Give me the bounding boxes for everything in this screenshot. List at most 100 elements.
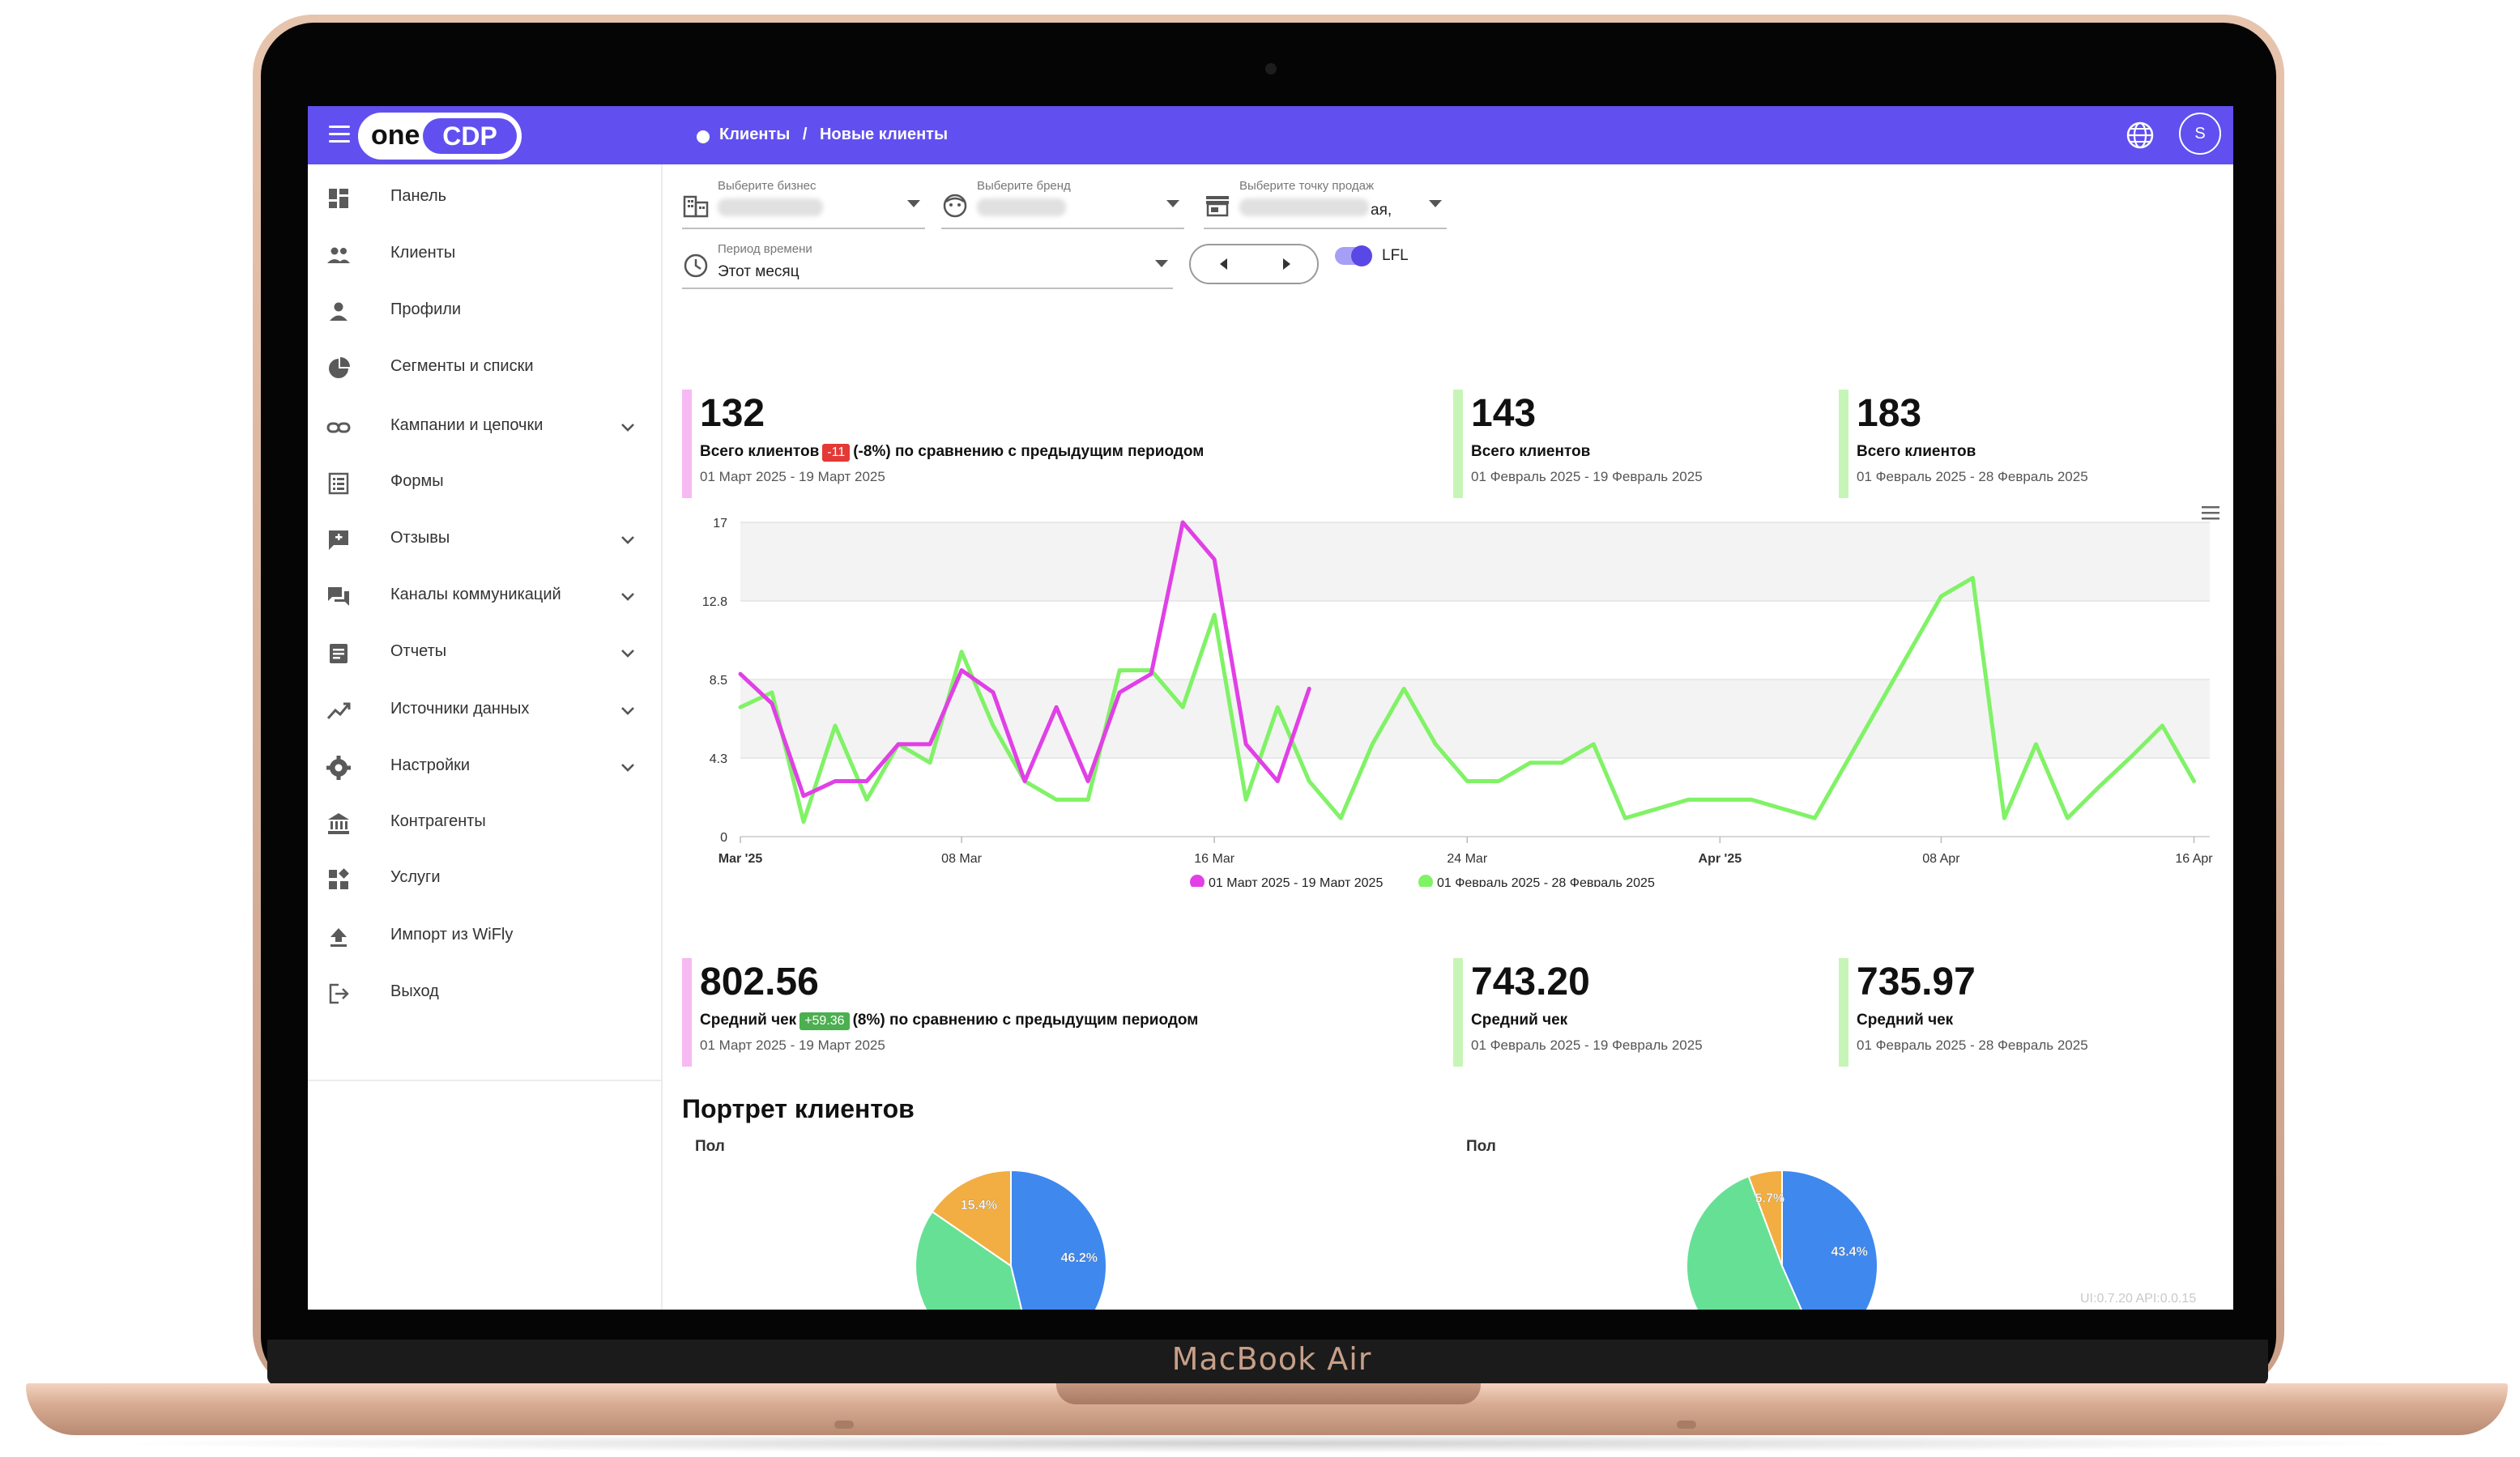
sidebar-item-label: Сегменты и списки: [390, 357, 534, 375]
business-select[interactable]: Выберите бизнес: [682, 177, 925, 229]
camera-icon: [1265, 63, 1277, 75]
sidebar-item-label: Настройки: [390, 756, 471, 774]
series-line: [738, 575, 2196, 824]
business-select-value: [718, 198, 823, 216]
store-select[interactable]: Выберите точку продаж ая,: [1204, 177, 1447, 229]
kpi-label: Средний чек +59.36 (8%) по сравнению с пре…: [700, 1012, 1198, 1030]
y-tick-label: 17: [713, 517, 727, 530]
sidebar-item[interactable]: Выход: [308, 966, 661, 1018]
pie-slice[interactable]: [1685, 1175, 1821, 1310]
dashboard-icon: [329, 189, 348, 208]
chevron-down-icon[interactable]: [619, 758, 637, 776]
period-select-value: Этот месяц: [718, 263, 799, 280]
version-label: UI:0.7.20 API:0.0.15: [2080, 1292, 2197, 1306]
sidebar-item[interactable]: Источники данных: [308, 684, 661, 735]
kpi-label: Средний чек: [1857, 1012, 1954, 1029]
sidebar-item[interactable]: Импорт из WiFly: [308, 910, 661, 961]
previous-period-icon[interactable]: [1220, 258, 1227, 270]
sidebar-item[interactable]: Отчеты: [308, 626, 661, 678]
sidebar-item-label: Источники данных: [390, 700, 530, 718]
gender-pie-chart-current: 46.2% 15.4%: [915, 1169, 1107, 1310]
sidebar-item-label: Услуги: [390, 868, 441, 886]
business-select-caption: Выберите бизнес: [718, 179, 817, 193]
store-select-value-suffix: ая,: [1371, 202, 1392, 219]
kpi-avg-check-previous-same: 743.20 Средний чек 01 Февраль 2025 - 19 …: [1453, 958, 1819, 1067]
sidebar-item[interactable]: Отзывы: [308, 513, 661, 564]
app-logo[interactable]: one CDP: [358, 113, 522, 160]
sidebar-item[interactable]: Каналы коммуникаций: [308, 569, 661, 621]
kpi-value: 143: [1471, 392, 1537, 435]
delta-badge: +59.36: [799, 1012, 850, 1030]
chevron-down-icon[interactable]: [619, 418, 637, 436]
kpi-value: 735.97: [1857, 961, 1976, 1003]
kpi-label: Всего клиентов: [1471, 443, 1591, 460]
sidebar-item-label: Импорт из WiFly: [390, 926, 514, 944]
series-line: [738, 520, 1311, 799]
bank-icon: [328, 813, 349, 834]
pie-slice[interactable]: [915, 1210, 1034, 1310]
store-icon: [1206, 196, 1229, 217]
legend-label: 01 Март 2025 - 19 Март 2025: [1209, 876, 1383, 887]
chart-menu-icon[interactable]: [2202, 505, 2221, 521]
avatar[interactable]: S: [2179, 113, 2221, 155]
period-select[interactable]: Период времени Этот месяц: [682, 237, 1173, 289]
brand-select[interactable]: Выберите бренд: [941, 177, 1184, 229]
form-icon: [328, 472, 349, 495]
link-icon: [326, 422, 351, 433]
sidebar-item[interactable]: Контрагенты: [308, 796, 661, 848]
x-tick-label: 08 Mar: [941, 852, 982, 866]
app-screen: one CDP Клиенты / Новые клиенты S Панель…: [308, 106, 2233, 1310]
pie-slice-label: 15.4%: [961, 1199, 997, 1212]
brand-select-caption: Выберите бренд: [977, 179, 1071, 193]
globe-icon[interactable]: [2126, 121, 2155, 150]
kpi-date-range: 01 Февраль 2025 - 19 Февраль 2025: [1471, 1037, 1703, 1053]
pie-slice[interactable]: [931, 1169, 1012, 1267]
sidebar-item-label: Отзывы: [390, 529, 450, 547]
lfl-label: LFL: [1382, 247, 1409, 264]
period-select-caption: Период времени: [718, 242, 812, 256]
legend-marker: [1418, 875, 1433, 887]
clients-line-chart: 0 4.3 8.5 12.8 17 Mar '25 08 Mar 16 Mar 24 Mar Ap…: [702, 517, 2213, 887]
laptop-foot: [834, 1421, 854, 1429]
sidebar-item[interactable]: Формы: [308, 456, 661, 508]
kpi-avg-check-current: 802.56 Средний чек +59.36 (8%) по сравнени…: [682, 958, 1421, 1067]
breadcrumb-item[interactable]: Клиенты: [719, 126, 791, 143]
chevron-down-icon[interactable]: [619, 530, 637, 548]
y-tick-label: 4.3: [710, 752, 727, 766]
sidebar-item[interactable]: Настройки: [308, 740, 661, 792]
kpi-label: Всего клиентов: [1857, 443, 1976, 460]
pie-slice[interactable]: [1747, 1169, 1783, 1267]
chevron-down-icon[interactable]: [619, 644, 637, 662]
breadcrumb-separator: /: [802, 126, 808, 143]
sidebar-item-label: Кампании и цепочки: [390, 416, 544, 434]
person-icon: [330, 302, 348, 321]
chevron-down-icon[interactable]: [619, 587, 637, 605]
hamburger-icon[interactable]: [329, 126, 350, 145]
pie-slice[interactable]: [1781, 1169, 1878, 1310]
kpi-total-clients-previous-same: 143 Всего клиентов 01 Февраль 2025 - 19 …: [1453, 390, 1819, 498]
sidebar-item[interactable]: Услуги: [308, 852, 661, 904]
kpi-label: Всего клиентов -11 (-8%) по сравнению с пр…: [700, 443, 1204, 462]
laptop-brand-label: MacBook Air: [1171, 1341, 1372, 1377]
widgets-icon: [329, 868, 349, 889]
kpi-delta-text: (-8%) по сравнению с предыдущим периодом: [853, 443, 1205, 460]
lfl-toggle[interactable]: [1335, 245, 1372, 266]
sidebar-item[interactable]: Кампании и цепочки: [308, 400, 661, 452]
chevron-down-icon[interactable]: [619, 701, 637, 719]
sidebar-item[interactable]: Клиенты: [308, 228, 661, 279]
logo-cdp-text: CDP: [423, 118, 517, 154]
sidebar-item[interactable]: Профили: [308, 284, 661, 336]
chart-grid-band: [740, 522, 2210, 601]
sidebar-item-label: Профили: [390, 300, 462, 318]
sidebar-divider: [308, 1080, 661, 1081]
next-period-icon[interactable]: [1283, 258, 1290, 270]
sidebar: Панель Клиенты Профили Сегменты и списки Кам…: [308, 164, 663, 1310]
pie-title: Пол: [1466, 1138, 1496, 1155]
gear-icon: [326, 756, 351, 780]
sidebar-item[interactable]: Панель: [308, 171, 661, 223]
people-icon: [327, 247, 350, 263]
sidebar-item[interactable]: Сегменты и списки: [308, 341, 661, 393]
x-tick-label: Apr '25: [1699, 852, 1742, 866]
sidebar-item-label: Формы: [390, 472, 444, 490]
pie-slice[interactable]: [1010, 1169, 1107, 1310]
